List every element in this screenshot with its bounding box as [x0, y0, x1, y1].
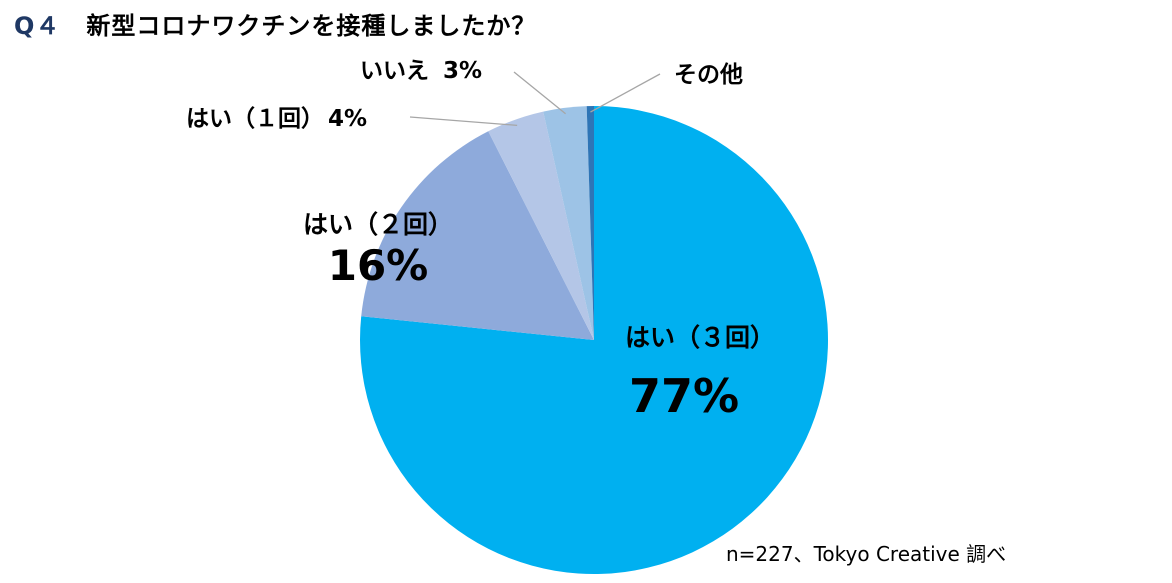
slice-3-doses [360, 106, 829, 574]
slice-label-no-name: いいえ [360, 58, 429, 84]
leader-line-no [513, 71, 566, 115]
slice-value-2-doses: 16% [328, 241, 429, 290]
slice-label-1-dose-name: はい（１回） [186, 105, 324, 132]
leader-line-1-dose [409, 116, 518, 126]
slice-value-no: 3% [443, 58, 482, 84]
slice-2-doses [361, 131, 594, 340]
leader-line-other [590, 73, 661, 113]
slice-other [586, 105, 594, 340]
leader-lines [409, 71, 661, 126]
pie-slices [360, 105, 829, 574]
slice-value-1-dose: 4% [328, 106, 367, 132]
slice-1-dose [488, 111, 594, 340]
question-text: 新型コロナワクチンを接種しましたか？ [86, 12, 537, 40]
source-note: n=227、Tokyo Creative 調べ [726, 542, 1007, 566]
question-number: Q４ [14, 12, 61, 40]
slice-label-no: いいえ 3% [360, 58, 482, 84]
slice-label-2-doses: はい（２回） [303, 210, 453, 239]
slice-value-3-doses: 77% [629, 369, 739, 423]
slice-label-1-dose: はい（１回） 4% [186, 105, 367, 132]
slice-no [543, 106, 594, 340]
slice-label-other: その他 [674, 62, 743, 88]
question-title: Q４ 新型コロナワクチンを接種しましたか？ [14, 6, 536, 41]
slice-label-3-doses: はい（３回） [625, 323, 775, 352]
